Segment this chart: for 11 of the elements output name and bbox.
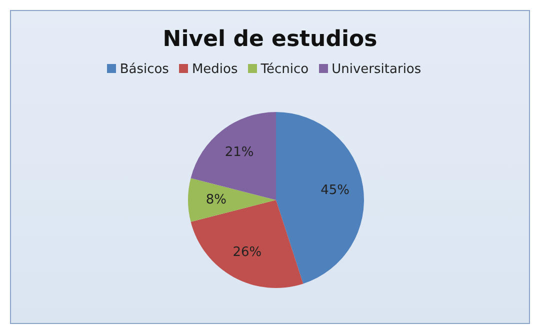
data-label: 45% xyxy=(320,183,350,198)
data-label: 21% xyxy=(224,145,254,160)
legend-label: Técnico xyxy=(260,62,309,77)
data-label: 26% xyxy=(232,244,262,260)
pie-slice xyxy=(188,178,276,222)
legend-label: Básicos xyxy=(120,62,169,77)
pie-slice xyxy=(276,112,364,284)
legend-label: Universitarios xyxy=(332,62,422,77)
data-label: 8% xyxy=(206,192,226,208)
legend-label: Medios xyxy=(192,62,238,77)
chart-title: Nivel de estudios xyxy=(162,27,378,52)
